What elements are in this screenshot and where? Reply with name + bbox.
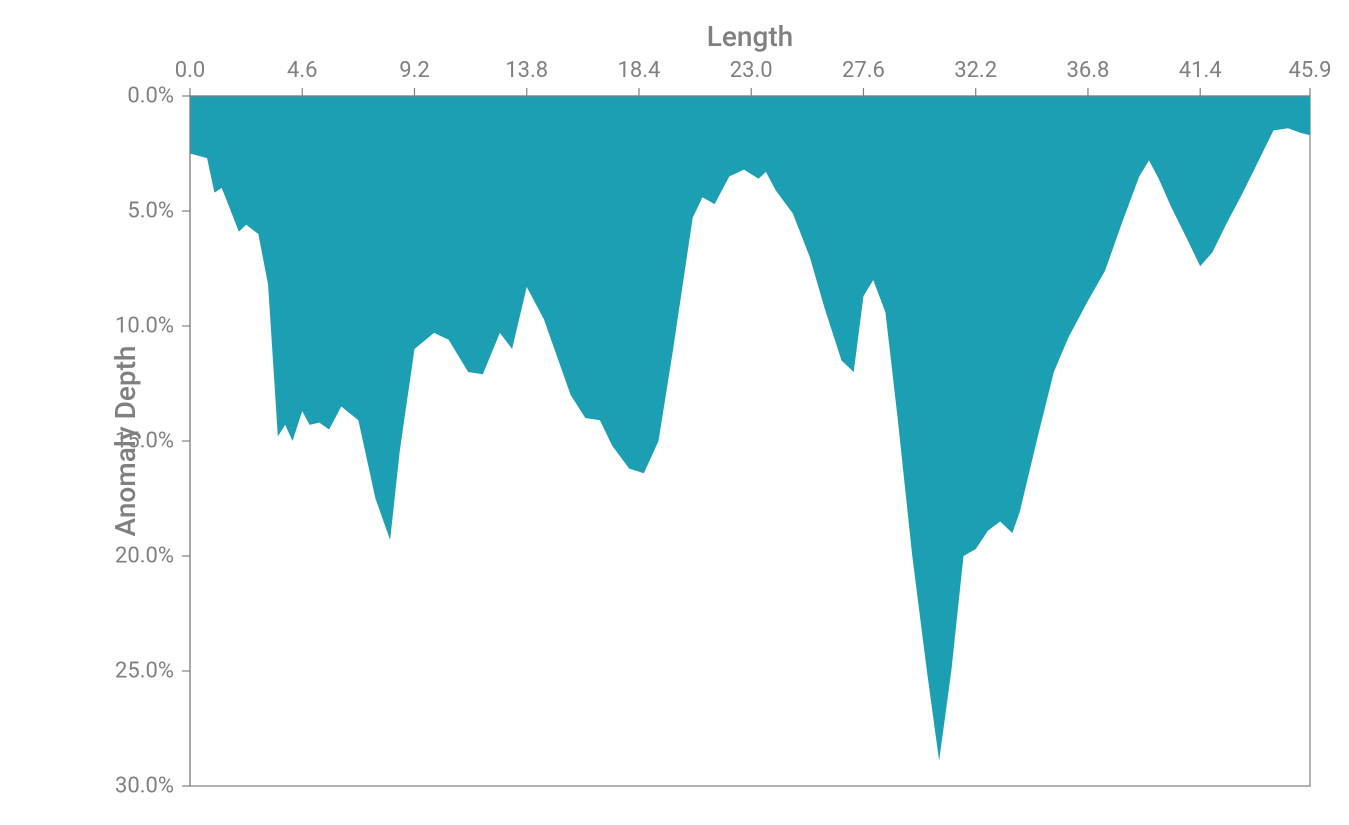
x-tick-label: 9.2 [399,58,430,83]
x-tick-label: 36.8 [1066,58,1109,83]
x-tick-label: 45.9 [1289,58,1332,83]
y-tick-label: 15.0% [112,429,174,454]
y-tick-label: 30.0% [112,774,174,799]
y-tick-label: 25.0% [112,659,174,684]
x-tick-label: 41.4 [1179,58,1222,83]
x-tick-label: 27.6 [842,58,885,83]
y-tick-label: 5.0% [112,199,174,224]
y-tick-label: 20.0% [112,544,174,569]
y-tick-label: 10.0% [112,314,174,339]
x-tick-label: 13.8 [505,58,548,83]
x-tick-label: 0.0 [175,58,206,83]
y-tick-label: 0.0% [112,84,174,109]
x-tick-label: 32.2 [954,58,997,83]
anomaly-depth-chart: Length Anomaly Depth 0.04.69.213.818.423… [0,0,1349,825]
plot-svg [0,0,1349,825]
x-tick-label: 23.0 [730,58,773,83]
x-tick-label: 18.4 [618,58,661,83]
x-tick-label: 4.6 [287,58,318,83]
